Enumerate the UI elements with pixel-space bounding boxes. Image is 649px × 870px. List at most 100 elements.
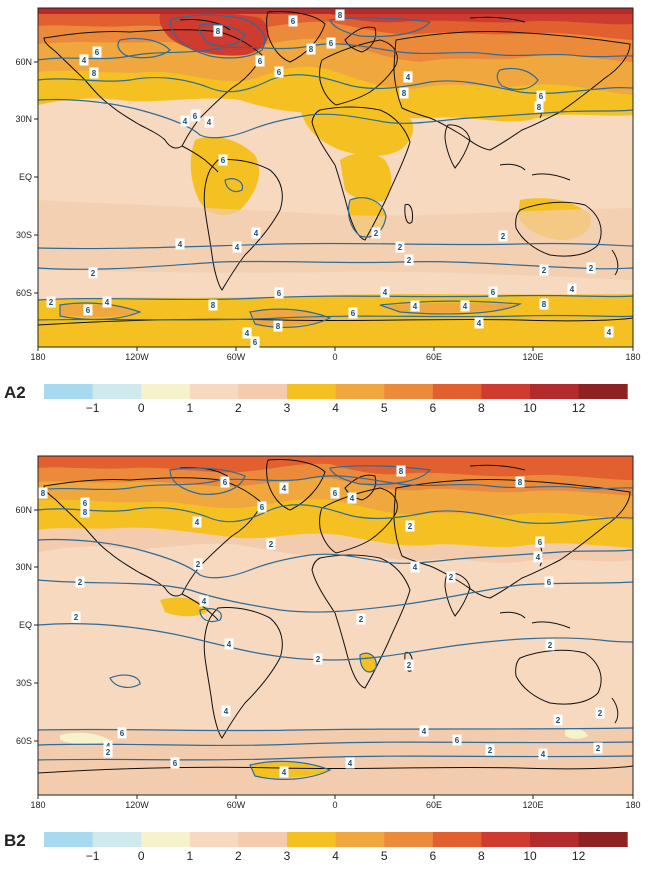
svg-text:4: 4: [207, 118, 212, 127]
svg-text:4: 4: [178, 240, 183, 249]
svg-text:8: 8: [83, 508, 88, 517]
panel-b2-contour-label: 8: [38, 487, 48, 499]
panel-a2-y-ticks: 60N 30N EQ 30S 60S: [15, 57, 32, 298]
legend-a2-swatch: [141, 384, 191, 399]
svg-text:8: 8: [399, 467, 404, 476]
legend-b2-swatch: [189, 832, 239, 847]
svg-text:4: 4: [202, 597, 207, 606]
x-tick: 0: [332, 352, 337, 362]
svg-text:4: 4: [183, 117, 188, 126]
panel-b2-contour-label: 4: [199, 595, 209, 607]
svg-text:2: 2: [74, 613, 79, 622]
svg-text:4: 4: [227, 640, 232, 649]
x-tick: 180: [625, 352, 640, 362]
panel-a2-contour-label: 6: [274, 287, 284, 299]
panel-b2-contour-label: 6: [544, 576, 554, 588]
panel-a2-contour-label: 4: [180, 115, 190, 127]
svg-text:2: 2: [106, 748, 111, 757]
panel-a2-contour-label: 2: [586, 262, 596, 274]
legend-b2-swatch: [384, 832, 434, 847]
legend-b2-label: 5: [381, 849, 388, 863]
panel-b2-contour-label: 2: [103, 746, 113, 758]
panel-label-b2: B2: [4, 831, 26, 850]
svg-text:4: 4: [195, 518, 200, 527]
panel-b2-contour-label: 4: [533, 551, 543, 563]
panel-b2-contour-label: 4: [221, 705, 231, 717]
panel-a2-contour-label: 4: [410, 300, 420, 312]
svg-text:6: 6: [223, 478, 228, 487]
svg-text:2: 2: [269, 540, 274, 549]
panel-b2-contour-label: 6: [330, 487, 340, 499]
legend-a2-swatch: [384, 384, 434, 399]
panel-b2-y-ticks: 60N 30N EQ 30S 60S: [15, 505, 32, 746]
legend-a2-swatch: [44, 384, 94, 399]
panel-a2-contour-label: 6: [536, 90, 546, 102]
svg-text:4: 4: [82, 56, 87, 65]
panel-a2-contour-label: 4: [251, 227, 261, 239]
x-tick: 180: [625, 800, 640, 810]
x-tick: 60E: [426, 352, 442, 362]
svg-text:6: 6: [291, 17, 296, 26]
panel-a2-contour-label: 6: [326, 37, 336, 49]
legend-b2-label: 1: [186, 849, 193, 863]
svg-text:4: 4: [607, 328, 612, 337]
panel-b2-contour-labels: 8864686846422624422642242222246426242644…: [38, 465, 605, 778]
legend-a2-labels: −1 0 1 2 3 4 5 6 8 10 12: [86, 401, 586, 415]
svg-text:8: 8: [537, 103, 542, 112]
svg-text:4: 4: [254, 229, 259, 238]
panel-a2-contour-label: 8: [335, 9, 345, 21]
svg-text:2: 2: [91, 269, 96, 278]
legend-b2-swatches: [44, 832, 628, 847]
panel-a2-contour-label: 4: [102, 296, 112, 308]
legend-a2-label: 4: [332, 401, 339, 415]
panel-b2-field: [38, 456, 633, 795]
panel-a2-contour-label: 4: [380, 286, 390, 298]
svg-text:6: 6: [253, 338, 258, 347]
legend-b2-label: 10: [523, 849, 537, 863]
legend-a2-label: 0: [138, 401, 145, 415]
x-tick: 120E: [522, 800, 543, 810]
x-tick: 120W: [125, 352, 149, 362]
svg-text:4: 4: [245, 329, 250, 338]
y-tick: 30N: [15, 562, 32, 572]
svg-text:6: 6: [95, 48, 100, 57]
legend-a2-swatch: [432, 384, 482, 399]
svg-text:4: 4: [541, 750, 546, 759]
svg-text:2: 2: [589, 264, 594, 273]
panel-a2-contour-label: 4: [242, 327, 252, 339]
svg-text:6: 6: [258, 57, 263, 66]
svg-text:8: 8: [41, 489, 46, 498]
panel-a2-contour-label: 8: [399, 87, 409, 99]
svg-text:2: 2: [556, 716, 561, 725]
x-tick: 60W: [227, 352, 246, 362]
x-tick: 180: [30, 800, 45, 810]
panel-a2-contour-label: 2: [498, 230, 508, 242]
legend-a2-label: 6: [429, 401, 436, 415]
panel-a2-contour-label: 6: [288, 15, 298, 27]
panel-a2-contour-label: 8: [534, 101, 544, 113]
svg-text:4: 4: [224, 707, 229, 716]
svg-text:8: 8: [518, 478, 523, 487]
legend-a2-swatch: [578, 384, 628, 399]
legend-a2-swatch: [92, 384, 142, 399]
x-tick: 60W: [227, 800, 246, 810]
panel-b2-contour-label: 4: [279, 482, 289, 494]
legend-b2-label: 0: [138, 849, 145, 863]
svg-text:2: 2: [449, 573, 454, 582]
legend-b2-label: 3: [284, 849, 291, 863]
svg-text:6: 6: [173, 759, 178, 768]
svg-text:6: 6: [221, 156, 226, 165]
svg-text:2: 2: [316, 655, 321, 664]
panel-a2-contour-label: 8: [539, 298, 549, 310]
panel-a2-contours: [38, 14, 633, 328]
panel-a2-contour-label: 6: [190, 110, 200, 122]
svg-text:6: 6: [193, 112, 198, 121]
panel-a2-contour-label: 2: [88, 267, 98, 279]
panel-b2-contour-label: 4: [538, 748, 548, 760]
panel-a2-contour-label: 6: [218, 154, 228, 166]
x-tick: 60E: [426, 800, 442, 810]
panel-b2-contour-label: 2: [593, 742, 603, 754]
panel-b2-contour-label: 8: [396, 465, 406, 477]
legend-a2-label: 1: [186, 401, 193, 415]
